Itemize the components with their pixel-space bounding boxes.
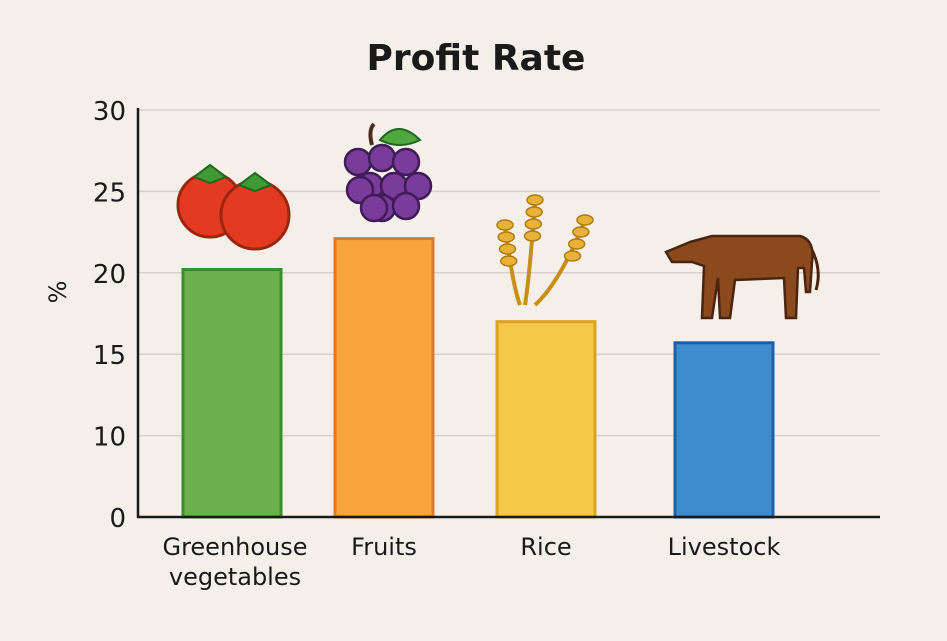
tomato-icon: [176, 163, 291, 251]
wheat-icon: [496, 194, 594, 307]
bar-2: [495, 320, 597, 519]
y-tick-label: 20: [93, 260, 126, 290]
y-tick-label: 25: [93, 178, 126, 208]
bar-1: [333, 237, 435, 519]
y-tick-label: 10: [93, 423, 126, 453]
x-tick-label: Greenhouse: [162, 533, 307, 561]
y-tick-label: 30: [93, 97, 126, 127]
x-tick-label: Rice: [520, 533, 571, 561]
chart-title: Profit Rate: [367, 38, 586, 79]
y-tick-label: 15: [93, 341, 126, 371]
x-tick-label: vegetables: [169, 563, 301, 591]
cow-icon: [664, 234, 820, 320]
bar-3: [673, 341, 775, 519]
x-tick-label: Livestock: [668, 533, 781, 561]
y-tick-label: 0: [109, 504, 126, 534]
bar-0: [181, 268, 283, 519]
grapes-icon: [343, 122, 433, 223]
x-tick-label: Fruits: [351, 533, 417, 561]
y-axis-label: %: [44, 281, 72, 304]
